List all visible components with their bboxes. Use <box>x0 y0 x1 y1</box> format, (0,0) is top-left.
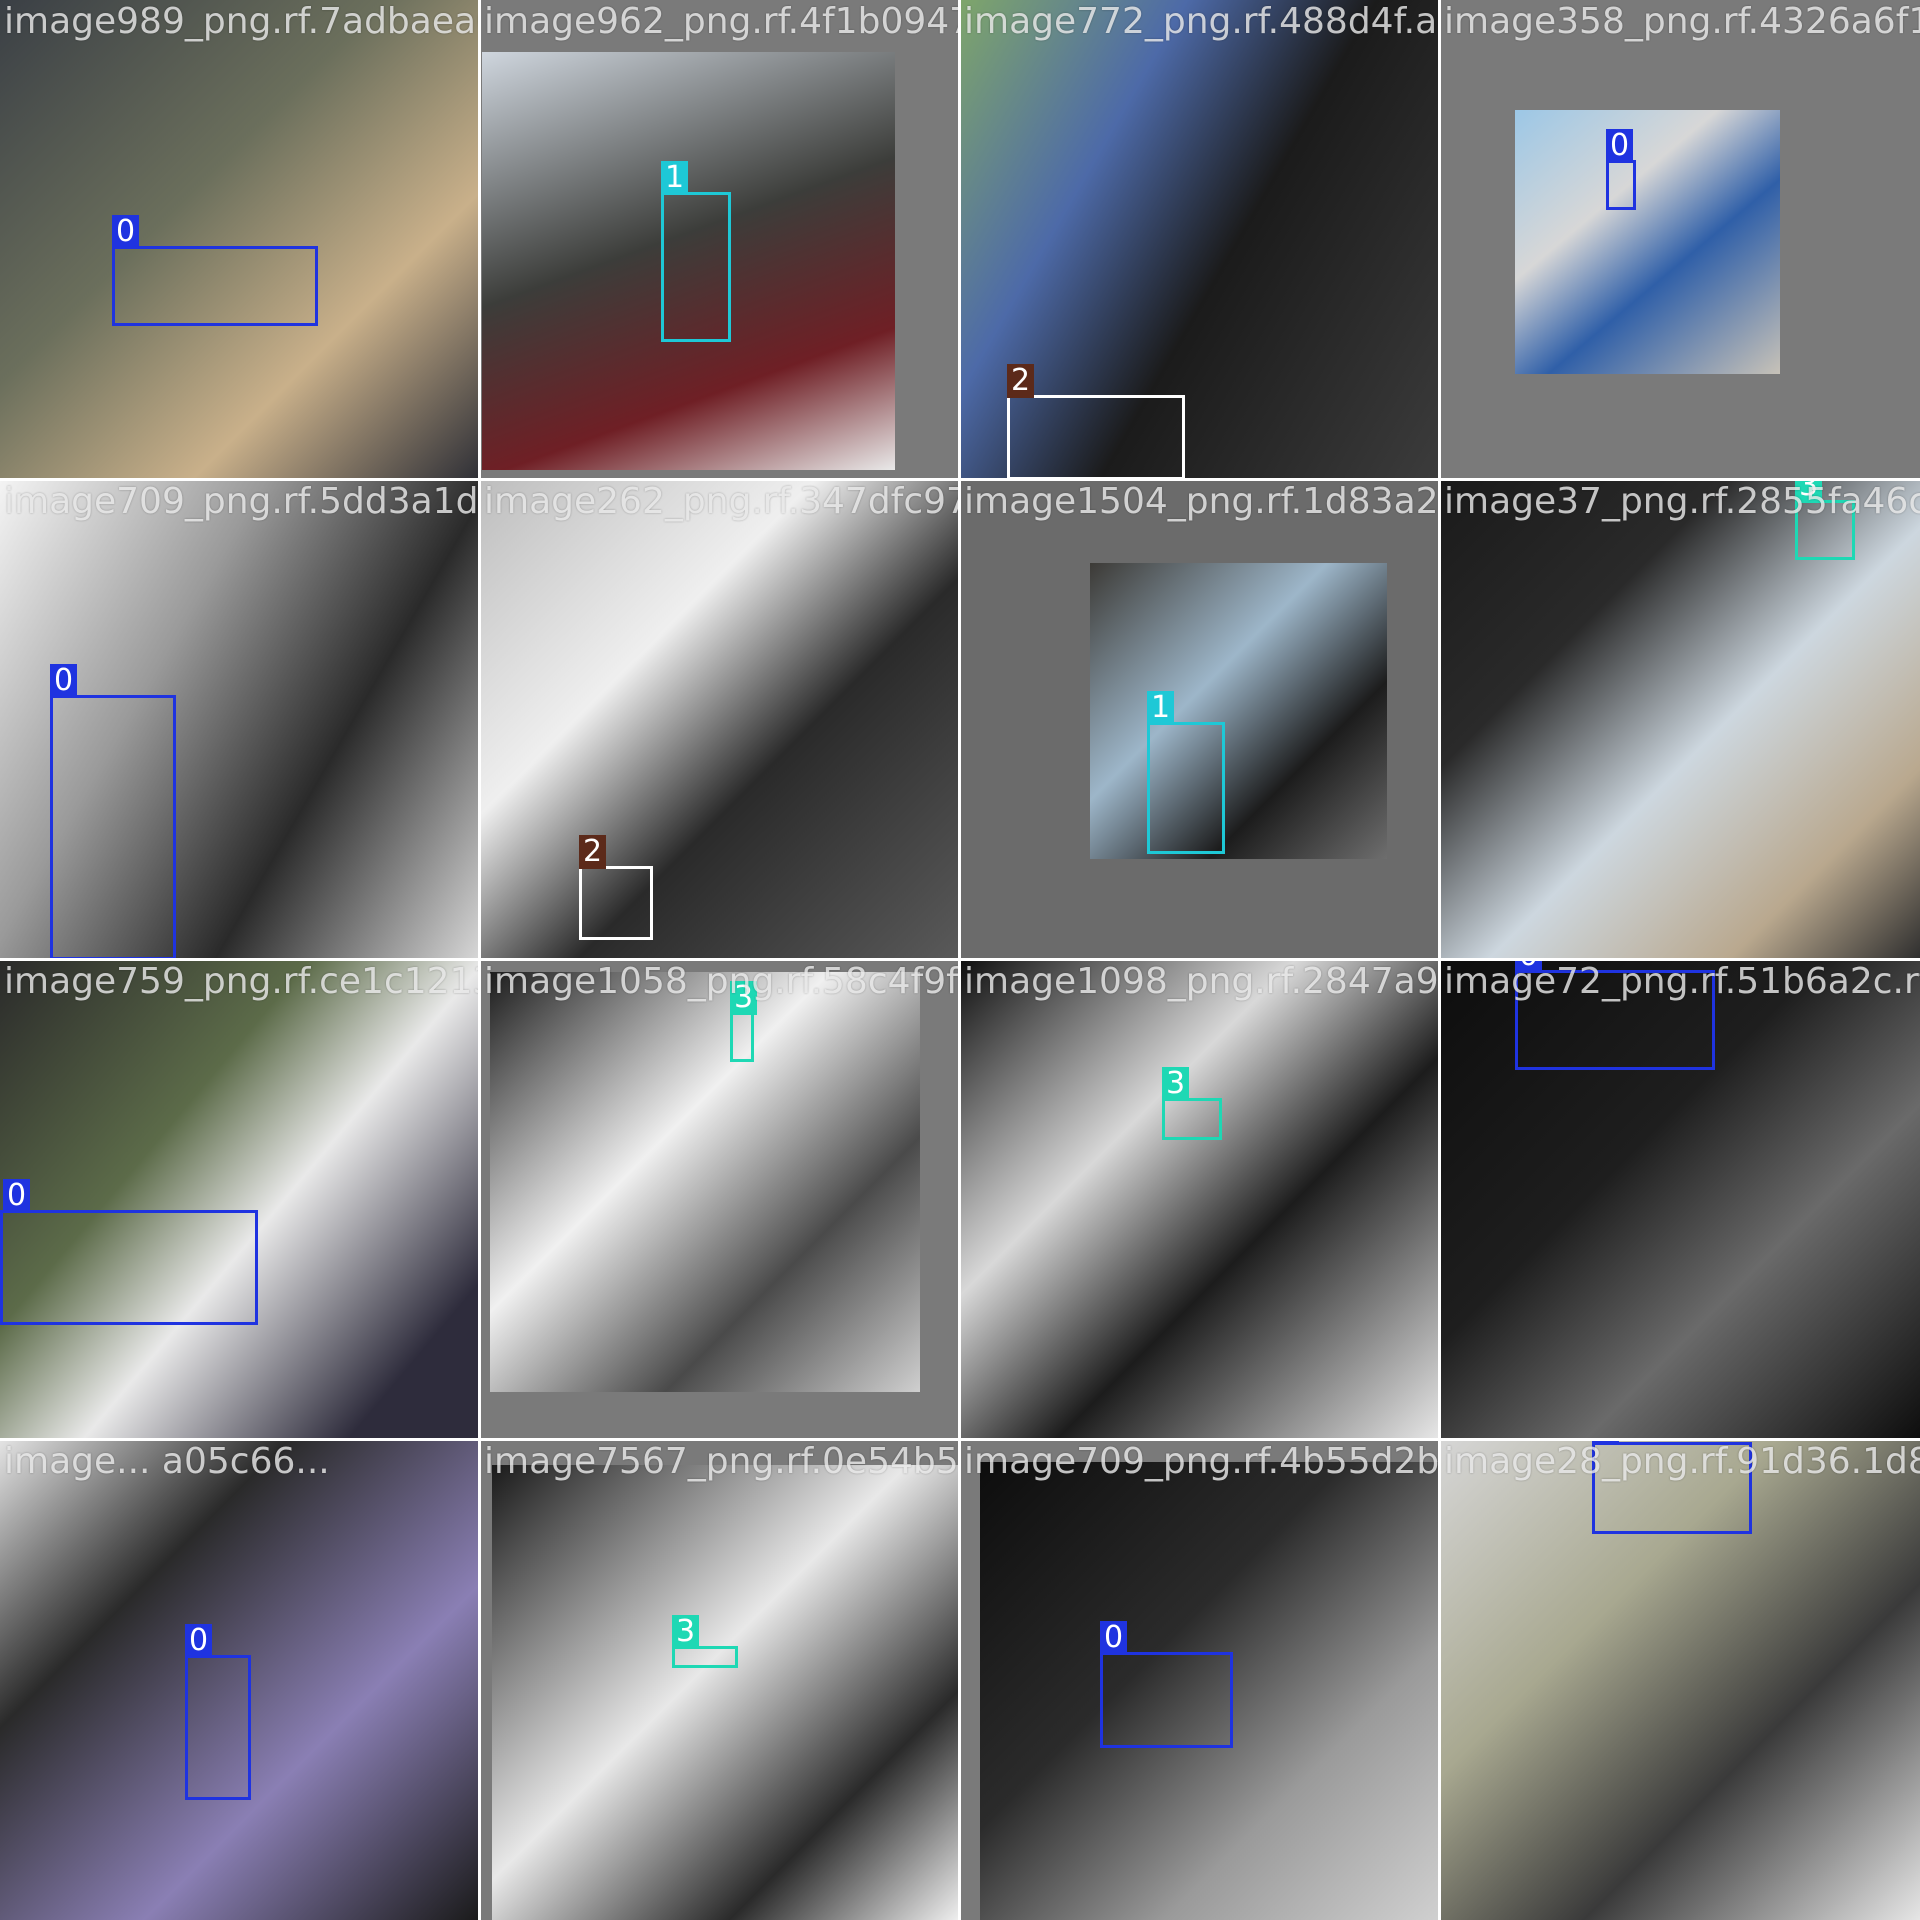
tile-title: image37_png.rf.2855fa46cef.f538bfe73 <box>1444 482 1920 522</box>
bbox: 3 <box>1162 1098 1222 1140</box>
tile-title: image7567_png.rf.0e54b580357091a09 <box>484 1442 960 1482</box>
tile-title: image... a05c66... <box>4 1442 330 1482</box>
bbox-label: 0 <box>185 1624 212 1658</box>
tile-16: image28_png.rf.91d36.1d8682a 0 <box>1440 1440 1920 1920</box>
grid-divider <box>0 958 1920 961</box>
tile-photo <box>480 480 960 960</box>
tile-title: image262_png.rf.347dfc971aa6a8e <box>484 482 960 522</box>
bbox: 0 <box>1100 1652 1233 1748</box>
tile-7: image1504_png.rf.1d83a233c078c1d97a 1 <box>960 480 1440 960</box>
tile-5: image709_png.rf.5dd3a1dca... 0 <box>0 480 480 960</box>
bbox: 2 <box>579 866 653 940</box>
tile-title: image709_png.rf.4b55d2bb59864e88 <box>964 1442 1440 1482</box>
tile-1: image989_png.rf.7adbaea68f177c962 14fb09… <box>0 0 480 480</box>
bbox-label: 2 <box>579 835 606 869</box>
bbox-label: 0 <box>112 215 139 249</box>
tile-photo <box>1090 563 1387 859</box>
tile-title: image772_png.rf.488d4f.ae103e38fb3584326… <box>964 2 1440 42</box>
bbox-label: 3 <box>1162 1067 1189 1101</box>
bbox: 0 <box>0 1210 258 1325</box>
bbox: 3 <box>672 1646 738 1668</box>
tile-title: image1098_png.rf.2847a9f.599e9fdca <box>964 962 1440 1002</box>
tile-title: image759_png.rf.ce1c1213... <box>4 962 480 1002</box>
tile-2: image962_png.rf.4f1b09479de8bfe89377a 1 <box>480 0 960 480</box>
tile-9: image759_png.rf.ce1c1213... 0 <box>0 960 480 1440</box>
bbox-label: 0 <box>3 1179 30 1213</box>
tile-title: image28_png.rf.91d36.1d8682a <box>1444 1442 1920 1482</box>
tile-photo <box>492 1465 960 1920</box>
bbox: 0 <box>1606 160 1636 210</box>
bbox-label: 0 <box>1100 1621 1127 1655</box>
bbox: 1 <box>661 192 731 342</box>
tile-title: image358_png.rf.4326a6f15.fc12175c0 <box>1444 2 1920 42</box>
tile-photo <box>0 0 480 480</box>
bbox-label: 0 <box>50 664 77 698</box>
tile-14: image7567_png.rf.0e54b580357091a09 3 <box>480 1440 960 1920</box>
bbox: 1 <box>1147 722 1225 854</box>
tile-title: image72_png.rf.51b6a2c.rf.916af258 <box>1444 962 1920 1002</box>
tile-13: image... a05c66... 0 <box>0 1440 480 1920</box>
tile-11: image1098_png.rf.2847a9f.599e9fdca 3 <box>960 960 1440 1440</box>
tile-8: image37_png.rf.2855fa46cef.f538bfe73 3 <box>1440 480 1920 960</box>
grid-divider <box>0 1438 1920 1441</box>
grid-divider <box>0 478 1920 481</box>
tile-10: image1058_png.rf.58c4f9f.032108fe 3 <box>480 960 960 1440</box>
tile-15: image709_png.rf.4b55d2bb59864e88 0 <box>960 1440 1440 1920</box>
bbox: 0 <box>185 1655 251 1800</box>
bbox-label: 3 <box>672 1615 699 1649</box>
tile-title: image709_png.rf.5dd3a1dca... <box>4 482 480 522</box>
tile-photo <box>0 960 480 1440</box>
tile-photo <box>1515 110 1780 374</box>
tile-3: image772_png.rf.488d4f.ae103e38fb3584326… <box>960 0 1440 480</box>
tile-photo <box>490 972 920 1392</box>
tile-title: image962_png.rf.4f1b09479de8bfe89377a <box>484 2 960 42</box>
bbox: 0 <box>50 695 176 960</box>
tile-photo <box>960 960 1440 1440</box>
tile-title: image989_png.rf.7adbaea68f177c962 14fb09… <box>4 2 480 42</box>
bbox: 2 <box>1007 395 1185 480</box>
bbox-label: 1 <box>1147 691 1174 725</box>
bbox: 0 <box>112 246 318 326</box>
tile-title: image1058_png.rf.58c4f9f.032108fe <box>484 962 960 1002</box>
bbox-label: 1 <box>661 161 688 195</box>
bbox: 3 <box>730 1012 754 1062</box>
tile-4: image358_png.rf.4326a6f15.fc12175c0 0 <box>1440 0 1920 480</box>
bbox-label: 0 <box>1606 129 1633 163</box>
tile-title: image1504_png.rf.1d83a233c078c1d97a <box>964 482 1440 522</box>
bbox-label: 2 <box>1007 364 1034 398</box>
tile-6: image262_png.rf.347dfc971aa6a8e 2 <box>480 480 960 960</box>
tile-12: image72_png.rf.51b6a2c.rf.916af258 0 <box>1440 960 1920 1440</box>
